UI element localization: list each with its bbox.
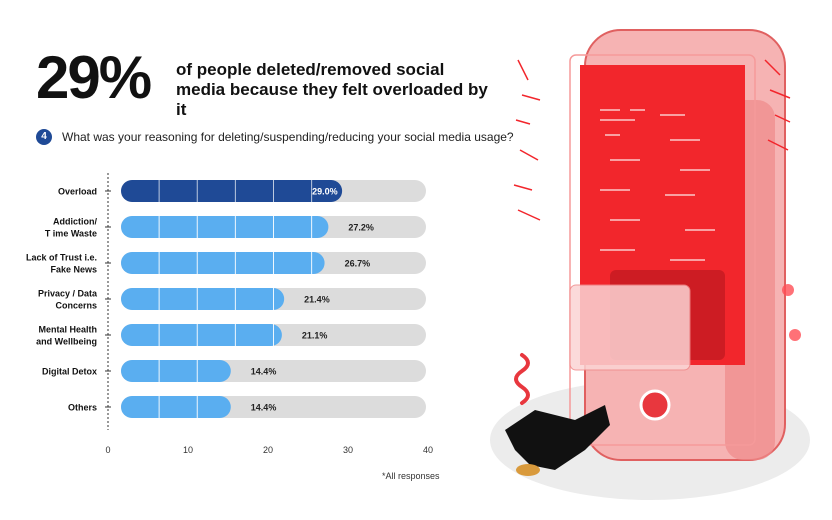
question-number-badge: 4	[36, 129, 52, 145]
category-label: Privacy / Data Concerns	[38, 289, 98, 311]
bar	[121, 216, 329, 238]
fallen-bird-icon	[505, 405, 610, 470]
bar-value-label: 21.1%	[302, 331, 328, 341]
home-button	[639, 389, 671, 421]
category-label: Overload	[58, 187, 97, 197]
screen-code-lines	[600, 109, 715, 261]
category-label: Others	[68, 403, 97, 413]
app-card-front	[569, 284, 691, 371]
bar-value-label: 14.4%	[251, 367, 277, 377]
bar	[121, 324, 282, 346]
screen-frame	[569, 54, 756, 446]
squiggle-icon	[514, 353, 530, 405]
floating-code-left	[513, 59, 541, 221]
category-label: Addiction/T ime Waste	[45, 217, 98, 239]
category-label: Digital Detox	[42, 367, 97, 377]
bar	[121, 180, 343, 202]
x-tick-label: 10	[183, 445, 193, 455]
x-tick-label: 30	[343, 445, 353, 455]
x-tick-label: 40	[423, 445, 433, 455]
headline-stat: 29%	[36, 44, 152, 111]
glow-dot	[789, 329, 801, 341]
bird-beak	[516, 464, 540, 476]
question-text: What was your reasoning for deleting/sus…	[62, 130, 514, 144]
bar-value-label: 27.2%	[348, 223, 374, 233]
bar-value-label: 26.7%	[345, 259, 371, 269]
bar	[121, 288, 285, 310]
bar	[121, 252, 325, 274]
bar-value-label: 14.4%	[251, 403, 277, 413]
x-tick-label: 0	[105, 445, 110, 455]
bar-value-label: 29.0%	[312, 187, 338, 197]
footnote: *All responses	[382, 471, 440, 481]
bar	[121, 396, 231, 418]
bar-value-label: 21.4%	[304, 295, 330, 305]
category-label: Mental Health and Wellbeing	[36, 325, 97, 347]
bar-chart: 29.0% Overload 27.2% Addiction/T ime Waste 2…	[26, 173, 433, 455]
bar	[121, 360, 231, 382]
floating-code-right	[764, 59, 791, 151]
phone-illustration	[490, 29, 810, 500]
x-tick-label: 20	[263, 445, 273, 455]
headline-text: of people deleted/removed social media b…	[176, 60, 488, 119]
glow-dot	[782, 284, 794, 296]
category-label: Lack of Trust i.e. Fake News	[26, 253, 97, 275]
